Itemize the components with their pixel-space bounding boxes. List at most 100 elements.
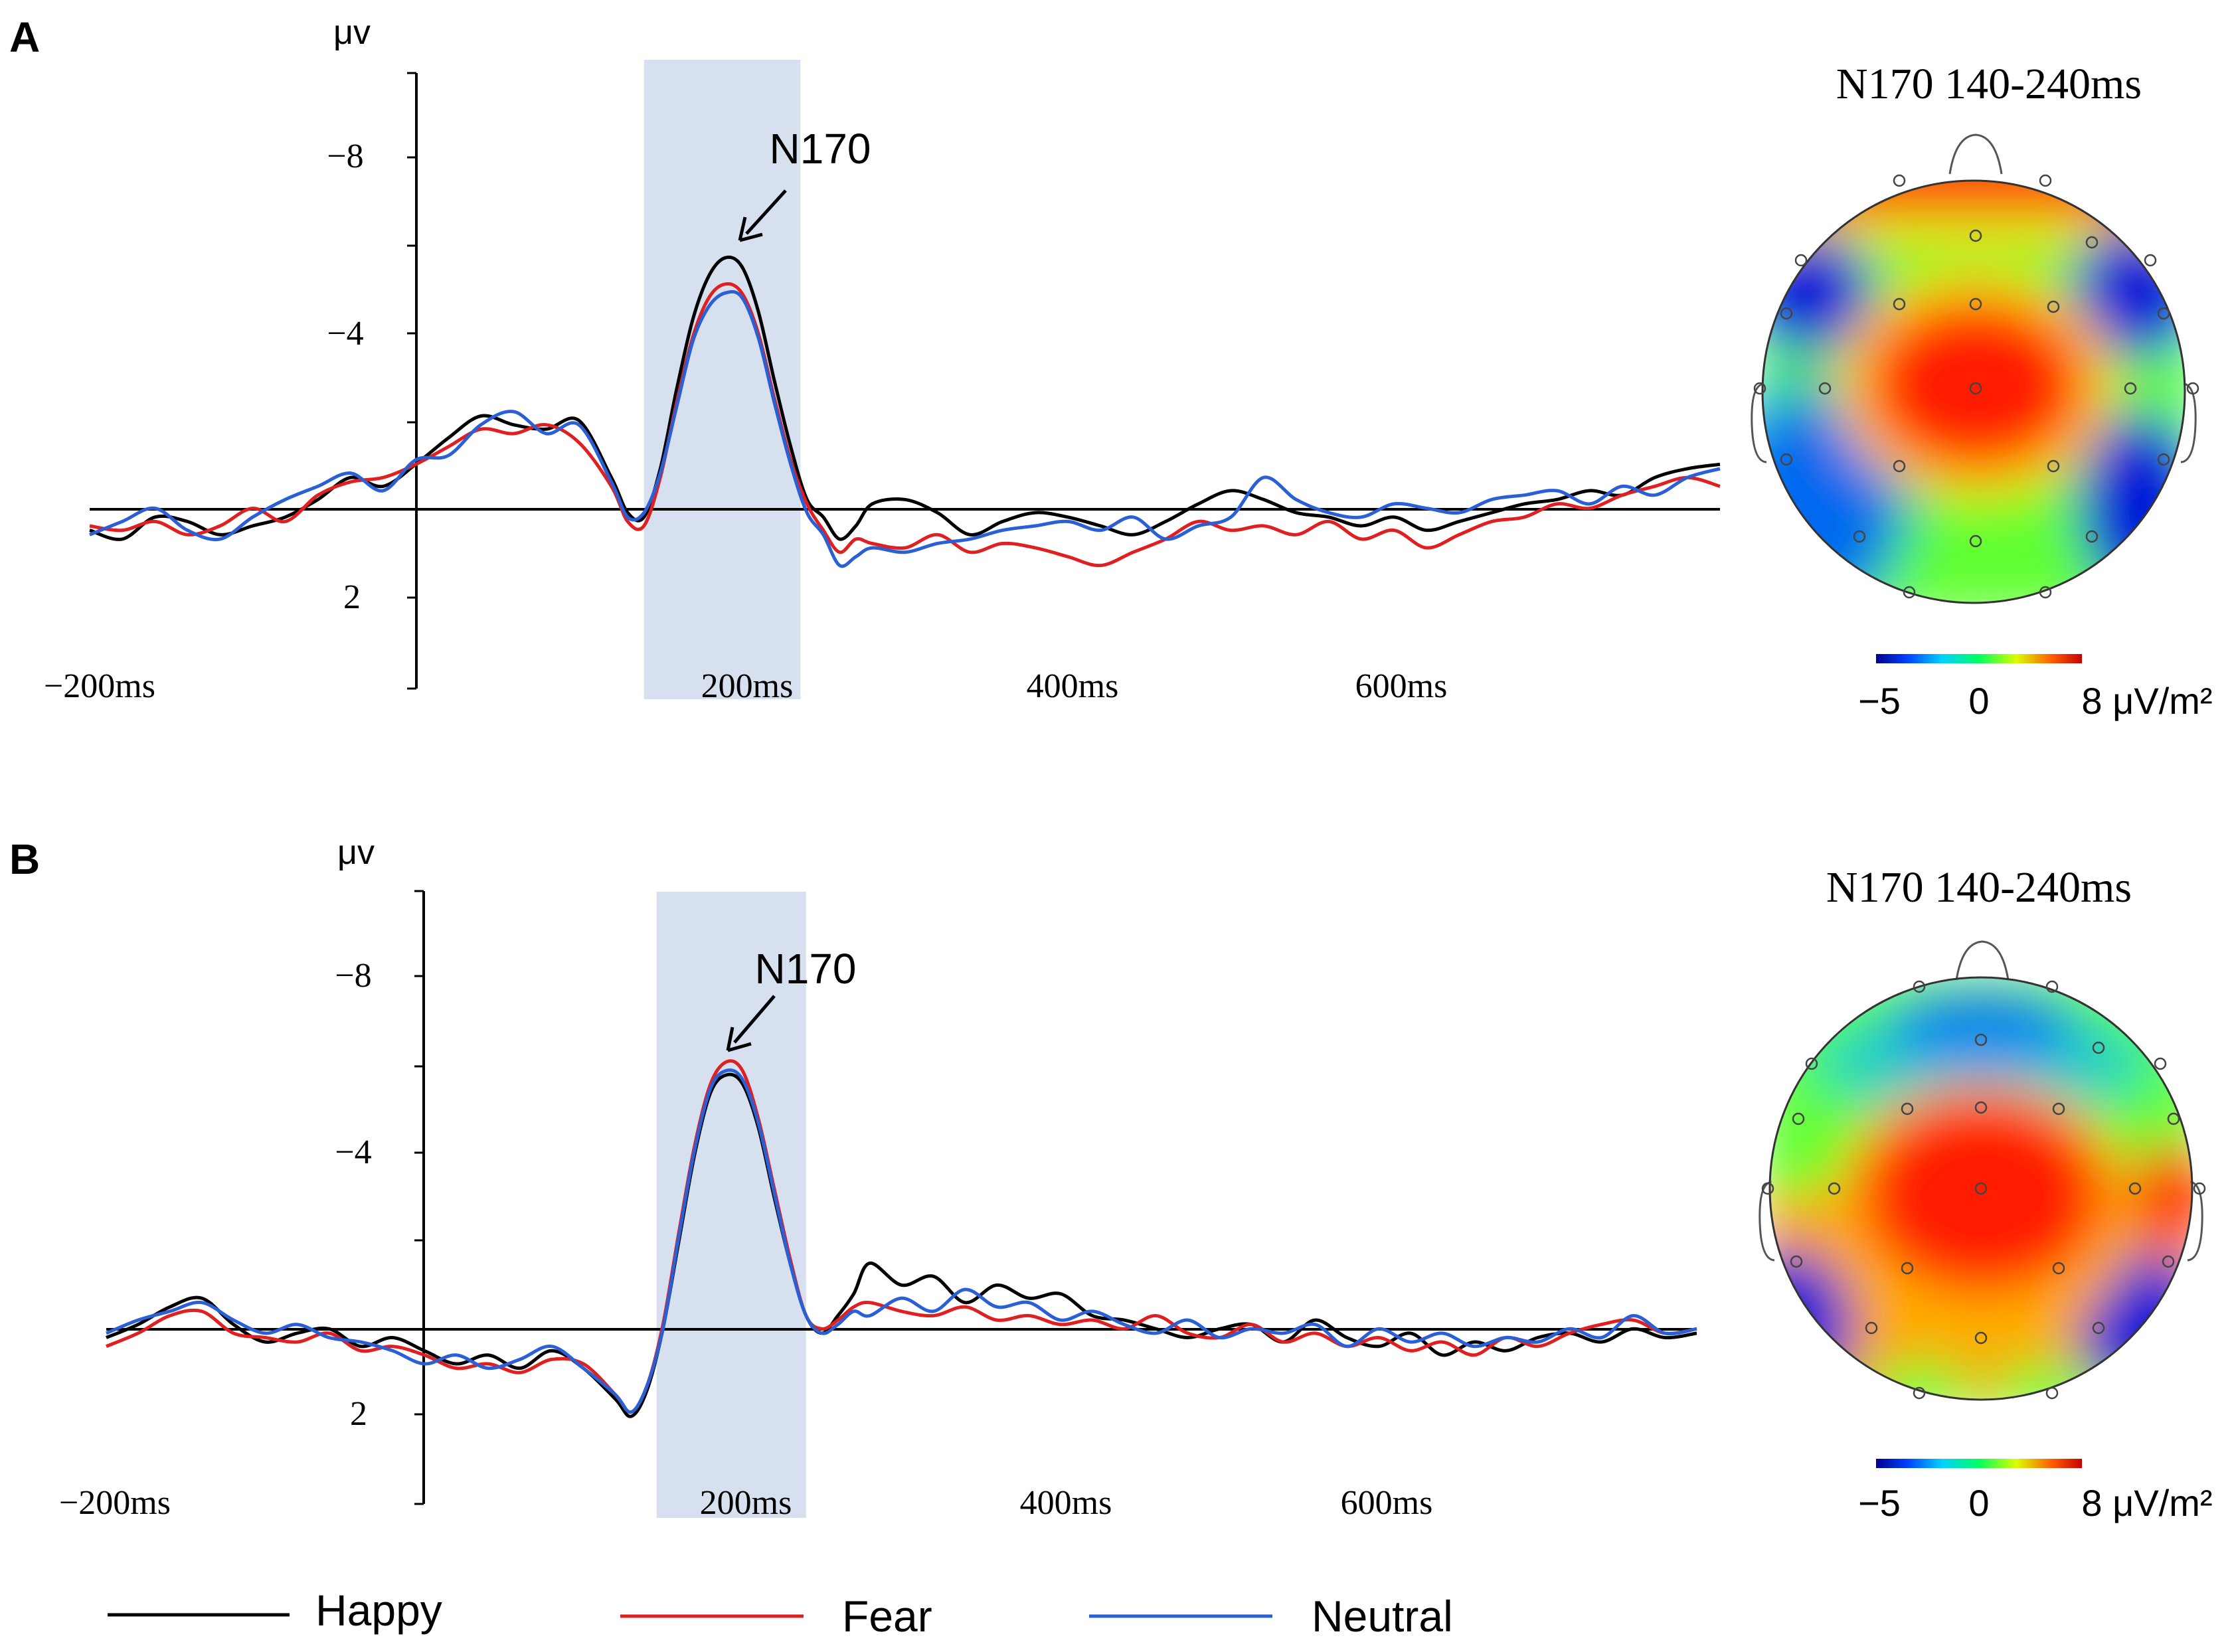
peak-label: N170 [770,125,871,173]
electrode-marker [1792,1112,1805,1125]
electrode-marker [1974,1101,1988,1114]
electrode-marker [1969,229,1982,242]
panel-b: B μv −8 −4 2 −200ms 200ms 400ms 600ms [9,833,2213,1524]
peak-arrow-icon [738,189,787,242]
panel-a: A μv −8 −4 2 −200ms 200ms 400ms 600ms [9,13,2213,722]
series-group [89,255,1721,568]
electrode-marker [1969,382,1982,395]
x-tick-label: 600ms [1341,1484,1433,1522]
colorbar [1876,1459,2082,1468]
erp-plot-b: μv −8 −4 2 −200ms 200ms 400ms 600ms N170 [59,833,1697,1522]
colorbar-label: 8 μV/m² [2081,1482,2212,1524]
y-tick-label: −4 [327,315,363,353]
electrode-marker [1903,586,1916,599]
electrode-marker [1828,1182,1841,1195]
panel-label: B [9,835,40,883]
electrode-marker [1805,1057,1818,1070]
electrode-marker [2144,254,2157,267]
series-line-happy [106,1072,1697,1418]
electrode-marker [2167,1112,2180,1125]
series-group [106,1059,1697,1418]
colorbar-label: 0 [1968,1482,1989,1524]
x-tick-label: 200ms [701,667,794,705]
legend-label: Neutral [1312,1592,1453,1641]
y-tick-label: −8 [335,957,371,995]
peak-arrow-icon [726,995,776,1052]
electrode-marker [1974,1182,1988,1195]
colorbar-label: −5 [1858,680,1901,722]
colorbar-label: 8 μV/m² [2081,680,2212,722]
electrode-marker [2052,1262,2065,1275]
electrode-marker [2092,1041,2105,1054]
y-tick-label: −4 [335,1133,371,1171]
x-tick-label: 400ms [1020,1484,1112,1522]
electrode-marker [1853,530,1866,543]
legend-item-neutral: Neutral [1089,1592,1453,1641]
n170-window-highlight [656,892,806,1518]
electrode-marker [1865,1321,1878,1335]
electrode-marker [1901,1102,1914,1115]
electrode-marker [2186,382,2199,395]
electrode-marker [1901,1262,1914,1275]
electrode-marker [2154,1057,2167,1070]
series-line-happy [89,255,1721,541]
electrode-marker [2045,980,2059,993]
series-line-neutral [89,289,1721,568]
electrode-marker [2039,586,2052,599]
erp-plot-a: μv −8 −4 2 −200ms 200ms 400ms 600ms N170 [44,13,1721,705]
electrode-marker [1893,459,1906,473]
electrode-marker [2045,1386,2059,1400]
electrode-marker [2052,1102,2065,1115]
electrode-marker [2047,459,2060,473]
x-tick-label: −200ms [59,1484,171,1522]
electrode-marker [2092,1321,2105,1335]
nose-icon [1955,940,2010,981]
electrode-marker [1913,1386,1926,1400]
electrode-marker [1974,1331,1988,1345]
electrode-marker [1893,297,1906,311]
electrode-marker [2128,1182,2142,1195]
head-outline [1768,976,2193,1401]
legend-label: Happy [315,1586,442,1635]
potential-map [1762,181,2185,603]
electrode-marker [1913,980,1926,993]
electrode-marker [1761,1182,1774,1195]
electrode-marker [2124,382,2137,395]
colorbar-label: −5 [1858,1482,1901,1524]
electrode-marker [1893,174,1906,187]
electrode-marker [1794,254,1808,267]
x-tick-label: 200ms [700,1484,792,1522]
electrode-marker [2047,300,2060,313]
electrode-group [1761,980,2206,1400]
legend: Happy Fear Neutral [108,1586,1453,1641]
series-line-neutral [106,1068,1697,1414]
legend-item-happy: Happy [108,1586,442,1635]
electrode-marker [1790,1255,1803,1268]
electrode-marker [2085,236,2099,249]
electrode-marker [1753,382,1766,395]
y-unit-label: μv [337,833,375,872]
x-tick-label: 600ms [1355,667,1448,705]
electrode-group [1753,174,2199,599]
electrode-marker [2085,530,2099,543]
electrode-marker [1780,453,1793,466]
y-tick-label: −8 [327,137,363,175]
series-line-fear [106,1059,1697,1414]
topomap-a: N170 140-240ms [1751,60,2213,722]
electrode-marker [1974,1033,1988,1046]
topomap-b: N170 140-240ms [1759,863,2213,1524]
electrode-marker [1818,382,1832,395]
legend-label: Fear [842,1592,932,1641]
colorbar-label: 0 [1968,680,1989,722]
nose-icon [1948,133,2003,175]
map-title: N170 140-240ms [1836,60,2142,108]
electrode-marker [2157,453,2170,466]
electrode-marker [2157,307,2170,320]
y-unit-label: μv [333,13,371,52]
electrode-marker [1969,297,1982,311]
y-tick-label: 2 [343,578,361,616]
x-tick-label: −200ms [44,667,155,705]
y-axis [414,890,425,1505]
electrode-marker [1780,307,1793,320]
